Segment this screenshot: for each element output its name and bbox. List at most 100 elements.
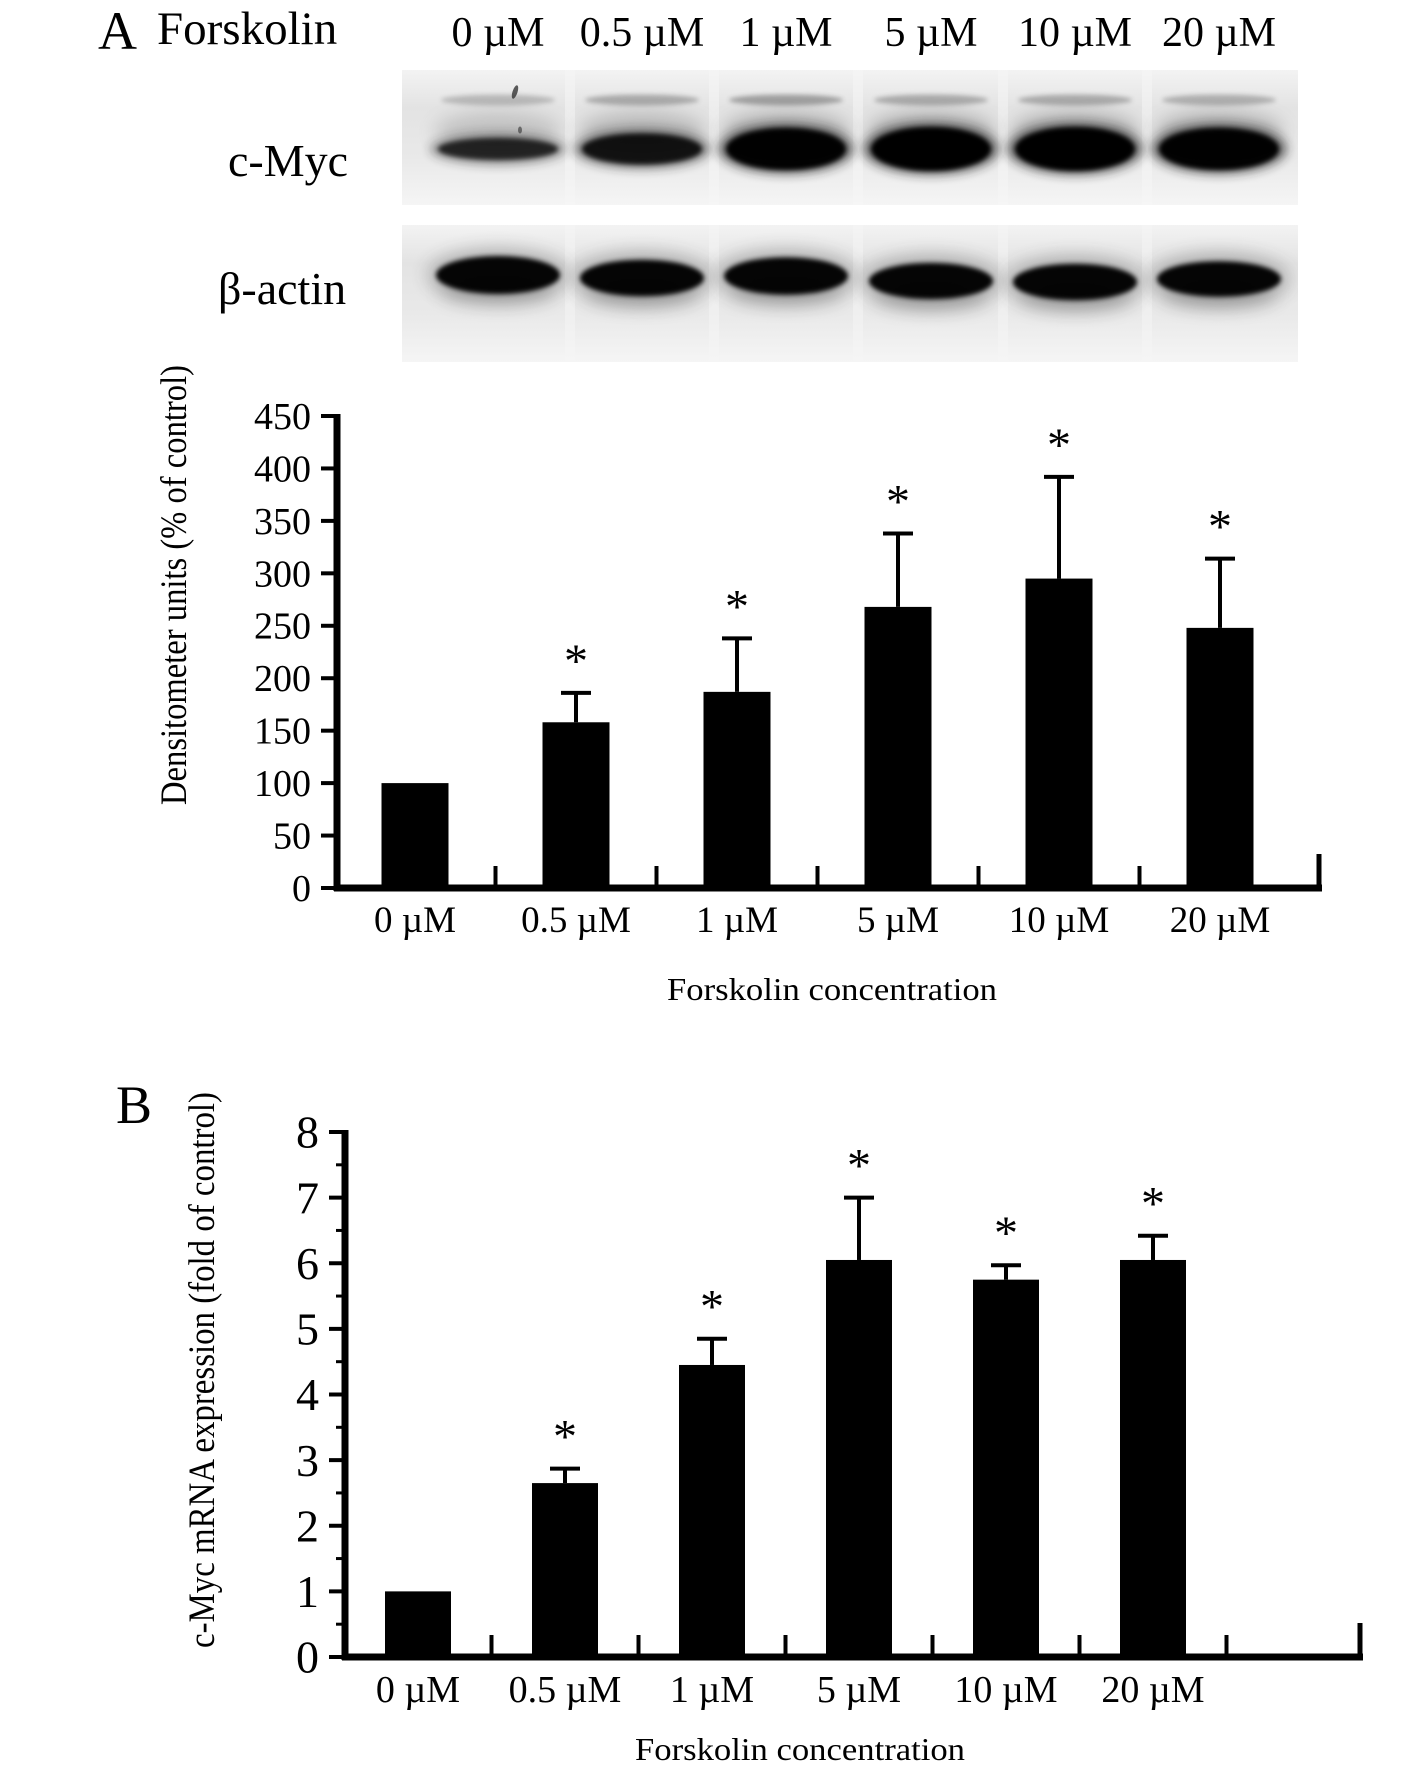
y-tick-label: 100 (254, 763, 311, 805)
y-axis-title: Densitometer units (% of control) (154, 365, 195, 805)
bar (532, 1483, 598, 1657)
y-tick-label: 2 (296, 1500, 319, 1551)
y-tick-label: 8 (296, 1107, 319, 1158)
panel-b-label: B (116, 1075, 153, 1135)
c-myc-band (871, 127, 991, 171)
y-tick-label: 200 (254, 658, 311, 700)
x-category-label: 0 µM (376, 1669, 460, 1711)
significance-asterisk: * (1141, 1178, 1165, 1231)
blot-speck (518, 126, 522, 134)
bar (1025, 578, 1093, 888)
y-tick-label: 150 (254, 711, 311, 753)
significance-asterisk: * (1208, 501, 1232, 554)
bar (703, 691, 771, 888)
significance-asterisk: * (725, 580, 749, 633)
lane-separator (1142, 70, 1152, 205)
beta-actin-band (1013, 263, 1137, 301)
panel-a-label: A (98, 1, 137, 61)
x-axis-title: Forskolin concentration (635, 1731, 965, 1767)
bar-chart-panel-a: 0 50 100 150 200 250 300 350 400 450 0 µM * 0.5 µM * 1… (154, 365, 1322, 1007)
bar (864, 606, 932, 888)
blot-speck (511, 85, 519, 99)
x-category-label: 20 µM (1170, 900, 1270, 941)
c-myc-band (582, 133, 702, 165)
bar (542, 722, 610, 888)
faint-band (1018, 94, 1132, 106)
y-tick-label: 3 (296, 1435, 319, 1486)
significance-asterisk: * (564, 635, 588, 688)
beta-actin-row-label: β-actin (218, 263, 347, 314)
lane-label-0um: 0 µM (451, 10, 545, 56)
bar (826, 1259, 892, 1657)
bar (1120, 1259, 1186, 1657)
x-category-label: 0.5 µM (509, 1669, 622, 1711)
faint-band (585, 94, 699, 106)
significance-asterisk: * (553, 1411, 577, 1464)
significance-asterisk: * (1047, 419, 1071, 472)
significance-asterisk: * (847, 1140, 871, 1193)
y-tick-label: 7 (296, 1172, 319, 1223)
y-tick-label: 5 (296, 1304, 319, 1355)
x-category-label: 10 µM (954, 1669, 1057, 1711)
lane-label-10um: 10 µM (1017, 10, 1133, 56)
y-tick-label: 4 (296, 1369, 319, 1420)
c-myc-row-label: c-Myc (228, 135, 349, 186)
bar (973, 1279, 1039, 1657)
western-blot-c-myc-image (402, 70, 1298, 205)
western-blot-beta-actin-image (402, 225, 1298, 362)
y-tick-label: 450 (254, 396, 311, 438)
y-tick-label: 250 (254, 606, 311, 648)
y-tick-label: 400 (254, 448, 311, 490)
lane-label-5um: 5 µM (884, 10, 978, 56)
lane-label-20um: 20 µM (1161, 10, 1277, 56)
bar (1186, 627, 1254, 888)
y-tick-label: 6 (296, 1238, 319, 1289)
lane-separator (565, 70, 575, 205)
beta-actin-band (869, 262, 993, 300)
x-category-label: 20 µM (1101, 1669, 1204, 1711)
x-category-label: 10 µM (1009, 900, 1109, 941)
y-tick-label: 0 (296, 1632, 319, 1683)
c-myc-band (1015, 127, 1135, 171)
y-tick-label: 50 (273, 815, 311, 857)
beta-actin-band (436, 256, 560, 294)
c-myc-band (1159, 127, 1279, 171)
x-category-label: 0.5 µM (521, 900, 631, 941)
significance-asterisk: * (994, 1207, 1018, 1260)
bar (679, 1364, 745, 1657)
beta-actin-band (580, 259, 704, 297)
faint-band (874, 94, 988, 106)
y-tick-label: 0 (292, 868, 311, 910)
c-myc-band (726, 127, 846, 171)
treatment-label: Forskolin (157, 3, 338, 55)
y-axis-title: c-Myc mRNA expression (fold of control) (182, 1092, 223, 1648)
lane-separator (853, 225, 863, 362)
x-category-label: 1 µM (696, 900, 778, 941)
faint-band (1162, 94, 1276, 106)
bar-chart-panel-b: 0 1 2 3 4 5 6 7 8 0 µM * 0.5 µM * 1 µM * 5 µM * 10 µM * 20 … (182, 1092, 1363, 1767)
faint-band (729, 94, 843, 106)
lane-separator (565, 225, 575, 362)
x-category-label: 5 µM (857, 900, 939, 941)
lane-separator (1142, 225, 1152, 362)
c-myc-band (438, 138, 558, 160)
beta-actin-band (724, 257, 848, 295)
y-tick-label: 350 (254, 501, 311, 543)
faint-band (441, 94, 555, 106)
x-category-label: 1 µM (670, 1669, 754, 1711)
lane-label-05um: 0.5 µM (579, 10, 705, 56)
lane-separator (998, 70, 1008, 205)
x-axis-title: Forskolin concentration (667, 971, 997, 1007)
lane-separator (709, 70, 719, 205)
x-category-label: 5 µM (817, 1669, 901, 1711)
x-category-label: 0 µM (374, 900, 456, 941)
lane-separator (709, 225, 719, 362)
y-tick-label: 1 (296, 1566, 319, 1617)
lane-label-1um: 1 µM (739, 10, 833, 56)
significance-asterisk: * (886, 475, 910, 528)
bar (385, 1591, 451, 1657)
lane-separator (998, 225, 1008, 362)
beta-actin-band (1157, 261, 1281, 297)
significance-asterisk: * (700, 1281, 724, 1334)
